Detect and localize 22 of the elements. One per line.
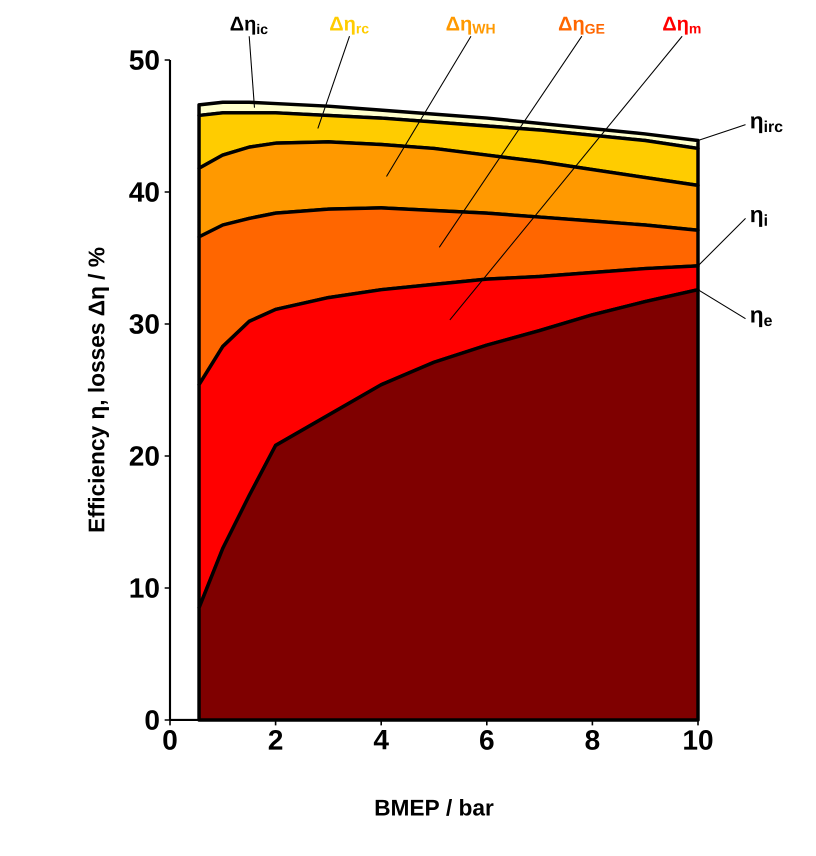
text: Δη$_{m}$ <box>663 16 700 35</box>
x-tick-label: 8 <box>585 730 600 750</box>
x-axis-title: BMEP / bar <box>376 799 494 816</box>
y-tick-label: 10 <box>130 578 159 598</box>
text: η$_{irc}$ <box>750 116 783 134</box>
text: η$_{e}$ <box>750 310 772 328</box>
y-tick-label: 20 <box>130 446 159 466</box>
x-tick-label: 4 <box>374 730 389 750</box>
text: Δη$_{ic}$ <box>230 16 268 35</box>
text: η$_{i}$ <box>750 210 767 227</box>
x-tick-label: 2 <box>268 730 282 750</box>
text: Δη$_{rc}$ <box>330 16 369 35</box>
y-tick-label: 40 <box>129 182 159 202</box>
x-tick-label: 6 <box>480 730 494 750</box>
y-tick-label: 30 <box>129 314 159 334</box>
text: Δη$_{GE}$ <box>558 16 604 35</box>
x-tick-label: 10 <box>684 730 712 750</box>
y-axis-title: Efficiency η, losses Δη / % <box>88 248 109 532</box>
y-tick-label: 50 <box>130 50 159 70</box>
x-tick-label: 0 <box>163 730 177 750</box>
y-tick-label: 0 <box>145 710 159 730</box>
text: Δη$_{WH}$ <box>446 16 495 35</box>
